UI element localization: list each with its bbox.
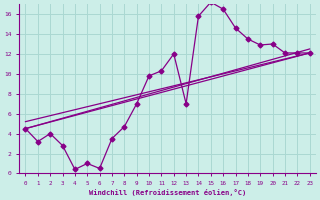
X-axis label: Windchill (Refroidissement éolien,°C): Windchill (Refroidissement éolien,°C) — [89, 189, 246, 196]
